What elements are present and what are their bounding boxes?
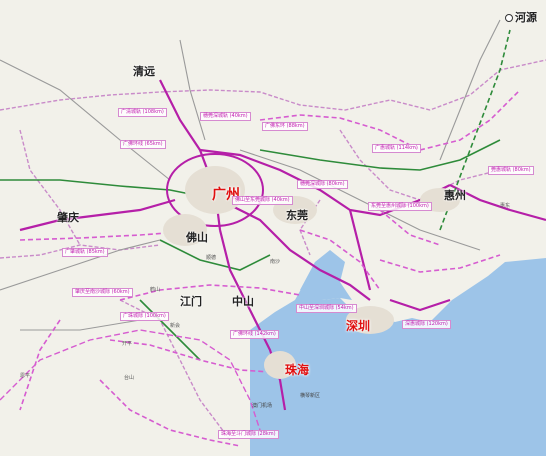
- highway-lines: [0, 19, 501, 331]
- line-label-5: 佛山至东莞城际 (40km): [232, 196, 293, 205]
- city-heyuan-label: 河源: [515, 11, 537, 24]
- sea-area: [250, 258, 546, 456]
- city-dot-icon: [505, 14, 513, 22]
- city-foshan: 佛山: [186, 231, 208, 244]
- line-label-1: 广清城轨 (108km): [118, 108, 167, 117]
- town-shunde: 顺德: [206, 255, 217, 261]
- city-zhaoqing: 肇庆: [57, 211, 79, 224]
- line-label-14: 广佛环线 (142km): [230, 330, 279, 339]
- line-label-10: 广肇城轨 (85km): [62, 248, 108, 257]
- line-label-16: 珠海至斗门城际 (28km): [218, 430, 279, 439]
- line-label-6: 穗莞深城际 (80km): [297, 180, 348, 189]
- line-label-4: 广佛东环 (88km): [262, 122, 308, 131]
- city-jiangmen: 江门: [180, 295, 202, 308]
- line-label-15: 深惠城际 (120km): [402, 320, 451, 329]
- line-label-9: 莞惠城轨 (80km): [488, 166, 534, 175]
- planned-rail-lines: [19, 89, 521, 447]
- line-label-2: 广佛环线 (65km): [120, 140, 166, 149]
- pearl-river-estuary: [300, 250, 352, 300]
- line-label-3: 穗莞深城轨 (40km): [200, 112, 251, 121]
- line-label-8: 东莞至惠州城际 (100km): [368, 202, 432, 211]
- city-dongguan: 东莞: [286, 209, 308, 222]
- city-zhongshan: 中山: [232, 295, 254, 308]
- town-xinhui: 新会: [170, 323, 181, 329]
- guangzhou-ring-line: [166, 153, 264, 227]
- town-taishan: 台山: [124, 375, 135, 381]
- line-label-11: 肇庆至南沙城际 (60km): [72, 288, 133, 297]
- town-huidong: 惠东: [500, 203, 511, 209]
- city-zhuhai: 珠海: [285, 363, 310, 377]
- city-shenzhen: 深圳: [346, 319, 371, 333]
- place-hengqin: 横琴新区: [300, 393, 321, 399]
- line-label-7: 广惠城轨 (114km): [372, 144, 421, 153]
- line-label-12: 广珠城际 (100km): [120, 312, 169, 321]
- town-kaiping: 开平: [122, 341, 133, 347]
- town-heshan: 鹤山: [150, 287, 161, 293]
- town-nansha: 南沙: [270, 259, 281, 265]
- place-macau: 澳门机场: [252, 403, 273, 409]
- town-enping: 恩平: [20, 373, 31, 379]
- city-qingyuan: 清远: [133, 65, 155, 78]
- city-heyuan: 河源: [505, 12, 537, 23]
- city-huizhou: 惠州: [444, 189, 466, 202]
- admin-boundaries: [0, 59, 546, 441]
- green-rail-lines: [0, 139, 501, 361]
- line-label-13: 中山至深圳城际 (54km): [296, 304, 357, 313]
- western-ring-dashed: [0, 329, 261, 431]
